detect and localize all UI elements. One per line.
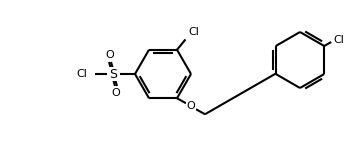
Text: O: O: [112, 88, 120, 98]
Text: Cl: Cl: [76, 69, 87, 79]
Text: O: O: [106, 50, 114, 60]
Text: Cl: Cl: [188, 27, 199, 37]
Text: Cl: Cl: [334, 35, 345, 45]
Text: S: S: [109, 68, 117, 81]
Text: O: O: [187, 101, 195, 111]
